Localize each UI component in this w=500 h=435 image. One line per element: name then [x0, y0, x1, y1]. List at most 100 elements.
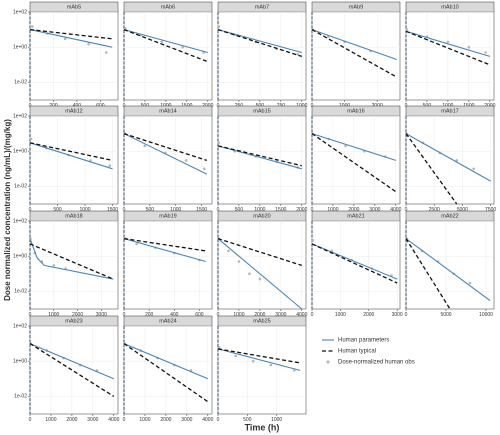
panel-title: mAb7 — [255, 4, 269, 10]
parameter-line — [29, 343, 115, 380]
x-tick-label: 1500 — [196, 207, 207, 213]
panel-title: mAb10 — [441, 4, 458, 10]
x-tick-label: 0 — [29, 417, 32, 423]
x-tick-label: 2500 — [429, 207, 440, 213]
observation — [234, 354, 237, 358]
typical-line — [29, 28, 113, 40]
typical-line — [29, 343, 115, 397]
observation — [292, 369, 296, 372]
y-tick-label: 1e-02 — [14, 184, 27, 190]
panel-title: mAb15 — [253, 108, 270, 114]
parameter-line — [29, 29, 113, 48]
observation — [311, 239, 315, 242]
panel-background — [217, 220, 307, 310]
x-tick-label: 2000 — [254, 312, 265, 318]
observation — [29, 137, 33, 141]
x-tick-label: 0 — [217, 312, 220, 318]
typical-line — [311, 243, 398, 284]
legend-label: Human parameters — [338, 338, 389, 344]
observation — [87, 42, 90, 46]
panel-background — [217, 11, 307, 101]
panel-title: mAb18 — [65, 213, 82, 219]
observation — [446, 40, 450, 44]
typical-line — [123, 132, 208, 162]
panel-background — [405, 115, 495, 205]
x-tick-label: 2000 — [160, 417, 171, 423]
parameter-line — [29, 238, 114, 280]
parameter-line — [123, 343, 209, 380]
observation — [484, 51, 487, 54]
x-tick-label: 3000 — [275, 312, 286, 318]
x-tick-label: 3000 — [392, 312, 403, 318]
observation — [467, 45, 471, 49]
x-tick-label: 1000 — [271, 417, 282, 423]
x-tick-label: 4000 — [108, 417, 119, 423]
observation — [455, 159, 459, 162]
x-tick-label: 500 — [243, 417, 252, 423]
parameter-line — [123, 238, 206, 263]
panel-title: mAb16 — [347, 108, 364, 114]
x-tick-label: 1000 — [335, 312, 346, 318]
typical-line — [123, 343, 209, 403]
y-tick-label: 1e+00 — [13, 254, 27, 260]
observation — [52, 264, 56, 267]
observation — [217, 141, 221, 145]
observation — [89, 159, 92, 162]
panel-background — [217, 115, 307, 205]
parameter-line — [217, 238, 303, 310]
observation — [135, 242, 138, 246]
x-tick-label: 200 — [145, 312, 154, 318]
parameter-line — [405, 238, 491, 302]
panel-background — [123, 115, 213, 205]
x-tick-label: 3000 — [181, 417, 192, 423]
y-axis-title: Dose normalized concentration (ng/mL)/(m… — [3, 119, 12, 301]
observation — [217, 346, 221, 349]
panel-title: mAb24 — [159, 318, 176, 324]
observation — [184, 159, 188, 162]
observation — [344, 144, 347, 148]
observation — [143, 144, 147, 148]
y-tick-label: 1e-02 — [14, 394, 27, 400]
panel-background — [217, 325, 307, 415]
typical-line — [217, 28, 303, 58]
panel-background — [123, 11, 213, 101]
y-tick-label: 1e+02 — [13, 113, 27, 119]
observation — [237, 260, 241, 263]
panel-title: mAb21 — [347, 213, 364, 219]
y-tick-label: 1e-02 — [14, 289, 27, 295]
typical-line — [405, 238, 451, 310]
observation — [296, 52, 299, 56]
parameter-line — [123, 133, 208, 175]
x-tick-label: 0 — [405, 207, 408, 213]
legend-label: Dose-normalized human obs — [338, 360, 415, 366]
x-tick-label: 2000 — [72, 312, 83, 318]
observation — [108, 164, 112, 168]
x-tick-label: 500 — [146, 207, 155, 213]
observation — [217, 25, 221, 28]
panel-title: mAb12 — [65, 108, 82, 114]
x-tick-label: 1000 — [139, 417, 150, 423]
parameter-line — [405, 30, 490, 57]
x-tick-label: 0 — [311, 207, 314, 213]
panel-title: mAb20 — [253, 213, 270, 219]
typical-line — [217, 348, 301, 364]
observation — [181, 45, 184, 49]
y-tick-label: 1e+02 — [13, 218, 27, 224]
panel-title: mAb9 — [349, 4, 363, 10]
y-tick-label: 1e+00 — [13, 45, 27, 51]
panel-background — [123, 325, 213, 415]
parameter-line — [405, 133, 491, 182]
typical-line — [29, 142, 113, 162]
x-tick-label: 1000 — [79, 207, 90, 213]
typical-line — [311, 133, 397, 193]
typical-line — [217, 145, 302, 167]
x-tick-label: 1000 — [327, 207, 338, 213]
parameter-line — [311, 133, 396, 161]
typical-line — [311, 29, 398, 78]
x-tick-label: 1000 — [45, 417, 56, 423]
x-tick-label: 4000 — [390, 207, 401, 213]
parameter-line — [29, 142, 113, 170]
x-tick-label: 7500 — [485, 207, 496, 213]
x-tick-label: 1000 — [233, 312, 244, 318]
x-tick-label: 10000 — [479, 312, 493, 318]
